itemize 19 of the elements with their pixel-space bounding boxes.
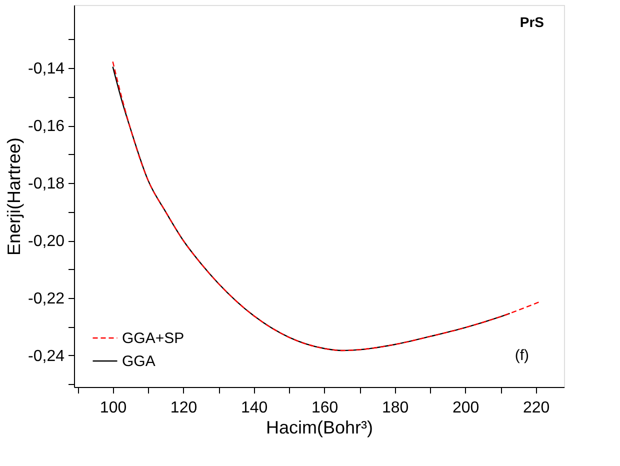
x-tick-label: 200 <box>452 400 480 416</box>
y-tick-label: -0,24 <box>28 348 65 365</box>
y-tick-label: -0,14 <box>28 60 65 78</box>
y-tick-label: -0,18 <box>28 176 65 193</box>
y-tick-label: -0,22 <box>28 290 65 308</box>
y-tick-label: -0,20 <box>28 233 65 250</box>
x-tick-label: 100 <box>100 400 127 416</box>
x-tick-label: 180 <box>382 400 409 416</box>
annotation: PrS <box>520 14 544 30</box>
x-tick-label: 160 <box>311 400 338 416</box>
x-axis-title: Hacim(Bohr³) <box>266 418 374 438</box>
annotation: (f) <box>514 347 529 364</box>
x-tick-label: 140 <box>240 400 268 416</box>
y-tick-label: -0,16 <box>28 118 65 136</box>
legend-label: GGA <box>122 353 156 370</box>
x-tick-label: 120 <box>170 400 198 416</box>
y-axis-title: Enerji(Hartree) <box>4 137 24 256</box>
x-tick-label: 220 <box>522 400 550 416</box>
legend-label: GGA+SP <box>122 330 184 347</box>
